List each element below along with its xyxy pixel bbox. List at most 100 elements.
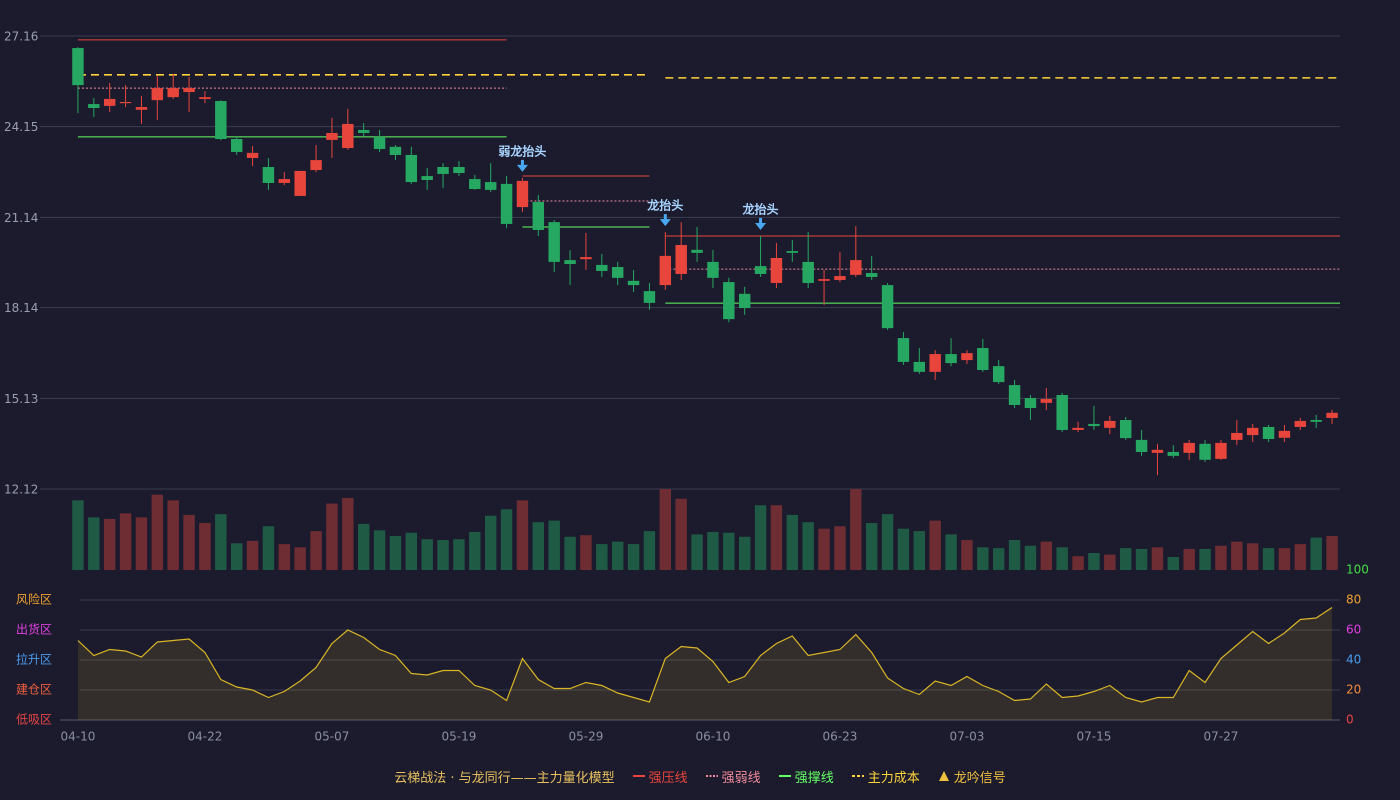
volume-bar — [357, 523, 370, 570]
candle-body — [627, 280, 640, 286]
oscillator-area — [77, 607, 1333, 720]
candle-body — [945, 354, 957, 364]
candle-body — [326, 132, 338, 140]
candle-body — [500, 183, 513, 224]
candle-body — [469, 179, 481, 190]
volume-bar — [389, 535, 402, 570]
legend-icon — [851, 775, 864, 777]
volume-bar — [1262, 548, 1275, 570]
candle-body — [961, 353, 973, 361]
volume-bar — [516, 500, 529, 570]
candle-body — [929, 354, 941, 372]
candle-body — [992, 366, 1005, 383]
volume-bar — [278, 544, 291, 570]
candle-body — [310, 160, 322, 171]
volume-bar — [580, 535, 592, 570]
volume-bar — [1119, 548, 1132, 570]
candle-body — [246, 152, 259, 158]
candle-body — [1246, 427, 1259, 436]
candle-body — [421, 176, 433, 180]
volume-bar — [802, 522, 814, 570]
volume-bar — [564, 536, 576, 570]
y-tick-label: 21.14 — [4, 211, 38, 225]
candle-body — [278, 179, 291, 183]
candle-body — [1151, 449, 1164, 453]
volume-bar — [1278, 548, 1291, 570]
legend-caption: 云梯战法 · 与龙同行——主力量化模型 — [394, 770, 615, 786]
candle-body — [802, 261, 814, 283]
candle-body — [564, 260, 576, 265]
legend-label: 强压线 — [648, 770, 688, 786]
candle-body — [897, 338, 910, 362]
legend-icon — [632, 775, 645, 777]
candle-body — [1072, 427, 1084, 430]
y-tick-label: 24.15 — [4, 120, 38, 134]
candle-body — [754, 266, 767, 274]
volume-bar — [850, 489, 862, 570]
volume-bar — [167, 500, 179, 570]
volume-bar — [1215, 545, 1227, 570]
volume-bar — [1151, 547, 1164, 570]
legend-item: 强弱线 — [705, 767, 761, 786]
candle-body — [1104, 420, 1116, 428]
volume-bar — [421, 539, 433, 570]
volume-bar — [1024, 545, 1037, 570]
volume-bar — [342, 497, 354, 570]
volume-bar — [1040, 541, 1053, 570]
volume-bar — [1183, 548, 1195, 570]
volume-bar — [199, 523, 211, 570]
signal-label: 弱龙抬头 — [498, 143, 546, 158]
candle-body — [262, 167, 275, 183]
x-tick-label: 04-10 — [61, 730, 96, 744]
legend-label: 主力成本 — [867, 770, 920, 786]
volume-bar — [88, 517, 100, 570]
signal-label: 龙抬头 — [743, 201, 779, 216]
candle-body — [691, 249, 703, 253]
candle-body — [643, 291, 656, 303]
candle-body — [707, 261, 719, 278]
volume-bar — [643, 531, 656, 570]
y-tick-label: 12.12 — [4, 483, 38, 497]
candle-body — [786, 251, 799, 253]
candle-body — [1310, 420, 1322, 422]
volume-bar — [469, 531, 481, 570]
x-tick-label: 05-29 — [569, 730, 604, 744]
candle-body — [738, 293, 751, 308]
volume-bar — [484, 515, 497, 570]
signal-arrow — [755, 217, 767, 230]
candle-body — [1231, 432, 1243, 440]
volume-bar — [675, 498, 687, 570]
volume-bar — [1199, 548, 1211, 570]
volume-bar — [1326, 535, 1338, 570]
candle-body — [119, 101, 132, 104]
legend: 云梯战法 · 与龙同行——主力量化模型 强压线 强弱线 强撑线 主力成本 龙吟信号 — [0, 766, 1400, 786]
candle-body — [532, 201, 545, 230]
candle-body — [977, 348, 989, 371]
candle-body — [1008, 385, 1021, 405]
candle-body — [1167, 451, 1180, 456]
y-tick-label: 27.16 — [4, 30, 38, 44]
candle-body — [405, 154, 418, 183]
candle-body — [484, 182, 497, 190]
volume-bar — [1246, 543, 1259, 570]
x-tick-label: 05-19 — [442, 730, 477, 744]
volume-bar — [770, 505, 783, 570]
candle-body — [659, 255, 672, 286]
candle-body — [1278, 430, 1291, 438]
legend-icon — [705, 775, 718, 777]
volume-bar — [992, 548, 1005, 570]
volume-bar — [818, 528, 830, 570]
candle-body — [1183, 442, 1195, 453]
oscillator-line — [77, 606, 1333, 703]
candle-body — [1215, 442, 1227, 459]
volume-bar — [897, 528, 910, 570]
volume-bar — [1310, 537, 1322, 570]
candle-body — [199, 97, 211, 99]
candle-body — [294, 170, 306, 196]
x-tick-label: 07-27 — [1204, 730, 1239, 744]
candle-body — [183, 88, 195, 93]
candle-body — [1088, 423, 1100, 427]
volume-bar — [913, 531, 926, 570]
volume-bar — [453, 539, 465, 570]
volume-bar — [881, 514, 894, 570]
